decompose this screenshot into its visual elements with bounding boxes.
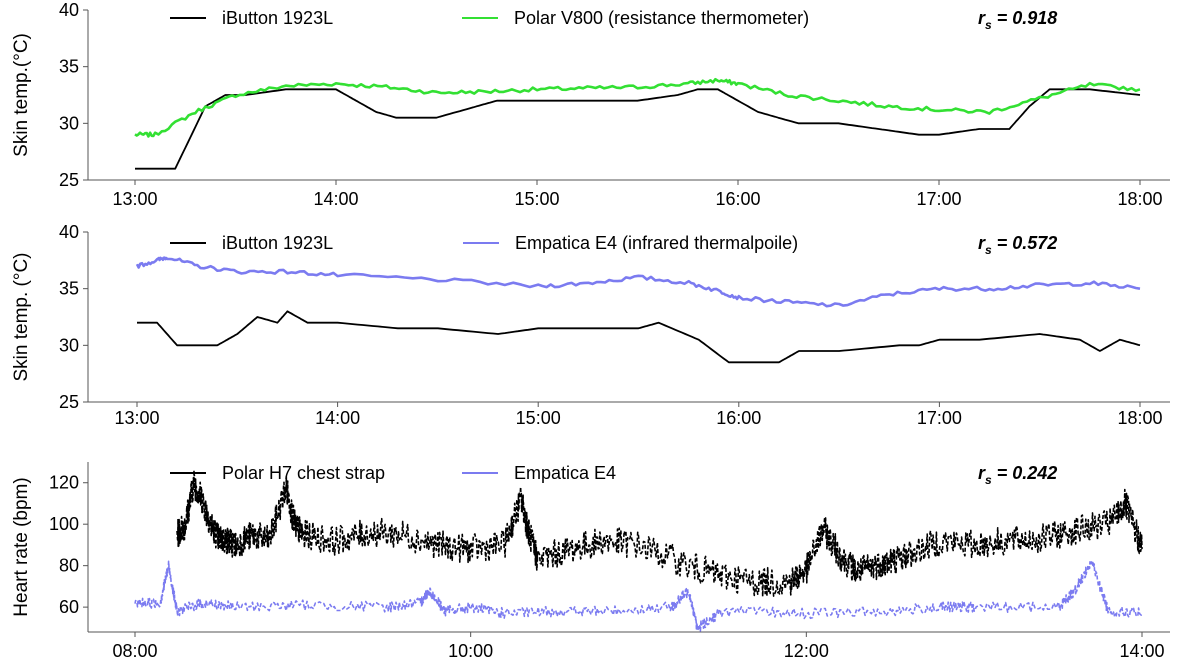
x-tick-label: 10:00: [448, 641, 493, 661]
panel-middle: 25 30 35 40 13:00 14:00 15:00 16:00 17:00 18:00 Sk…: [11, 222, 1170, 428]
y-tick-label: 80: [59, 556, 79, 576]
y-tick-label: 30: [59, 335, 79, 355]
series-line: [137, 310, 1141, 364]
correlation-stat: rs = 0.918: [978, 8, 1057, 32]
y-tick-label: 40: [59, 222, 79, 242]
legend-label: Empatica E4: [514, 463, 616, 483]
panel-top: 25 30 35 40 13:00 14:00 15:00 16:00 17:00 18:00 Sk…: [11, 0, 1170, 209]
x-tick-label: 14:00: [1119, 641, 1164, 661]
legend-label: Polar H7 chest strap: [222, 463, 385, 483]
x-tick-label: 18:00: [1117, 408, 1162, 428]
x-tick-label: 16:00: [715, 189, 760, 209]
legend-label: Polar V800 (resistance thermometer): [514, 8, 809, 28]
x-tick-label: 13:00: [112, 189, 157, 209]
x-tick-label: 17:00: [917, 408, 962, 428]
x-tick-label: 18:00: [1117, 189, 1162, 209]
series-line: [134, 560, 1143, 632]
x-tick-label: 14:00: [313, 189, 358, 209]
y-tick-label: 60: [59, 597, 79, 617]
y-tick-label: 30: [59, 113, 79, 133]
y-axis-label: Skin temp. (°C): [11, 252, 32, 381]
y-tick-label: 40: [59, 0, 79, 20]
x-tick-label: 15:00: [516, 408, 561, 428]
y-axis-label: Skin temp.(°C): [11, 33, 32, 157]
x-tick-label: 14:00: [315, 408, 360, 428]
series-line: [176, 469, 1143, 598]
x-tick-label: 15:00: [514, 189, 559, 209]
legend-label: Empatica E4 (infrared thermalpoile): [515, 233, 798, 253]
legend-label: iButton 1923L: [222, 8, 333, 28]
x-tick-label: 17:00: [916, 189, 961, 209]
y-tick-label: 35: [59, 57, 79, 77]
y-tick-label: 35: [59, 279, 79, 299]
x-tick-label: 12:00: [784, 641, 829, 661]
panel-bottom: 60 80 100 120 08:00 10:00 12:00 14:00 Heart rate…: [11, 462, 1170, 661]
series-line: [135, 88, 1141, 170]
y-tick-label: 25: [59, 170, 79, 190]
x-tick-label: 16:00: [716, 408, 761, 428]
y-tick-label: 25: [59, 392, 79, 412]
x-tick-label: 08:00: [112, 641, 157, 661]
y-axis-label: Heart rate (bpm): [11, 477, 32, 616]
x-tick-label: 13:00: [114, 408, 159, 428]
series-line: [135, 256, 1141, 308]
series-line: [134, 77, 1141, 138]
correlation-stat: rs = 0.242: [978, 463, 1057, 487]
y-tick-label: 120: [49, 473, 79, 493]
y-tick-label: 100: [49, 514, 79, 534]
legend-label: iButton 1923L: [222, 233, 333, 253]
correlation-stat: rs = 0.572: [978, 233, 1057, 257]
